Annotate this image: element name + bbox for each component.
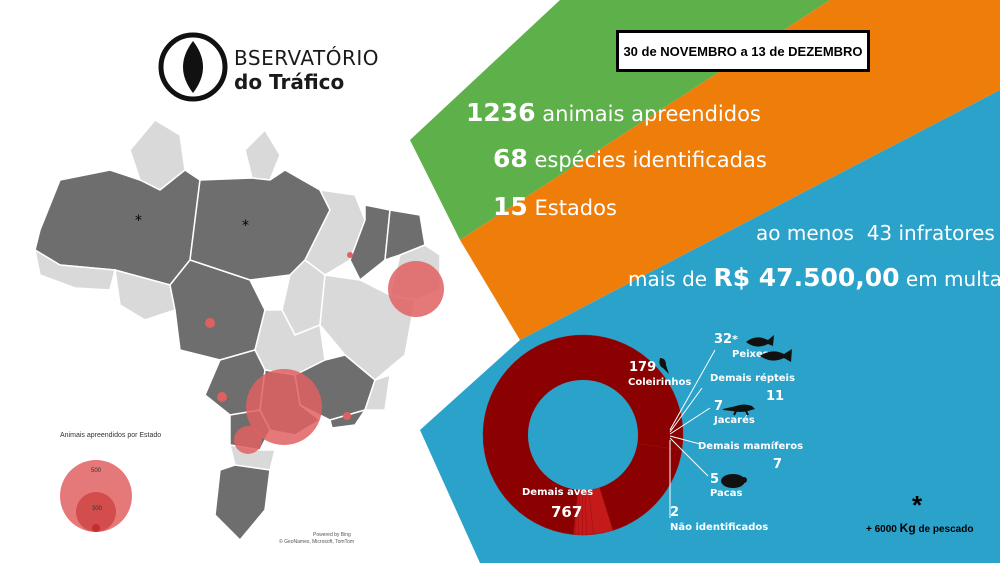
label-demais-aves: Demais aves <box>522 487 594 498</box>
bubble-ms <box>217 392 227 402</box>
state-acre <box>33 248 116 291</box>
leader-peixes <box>669 349 716 431</box>
state-amapa <box>244 128 281 181</box>
footnote-prefix: + 6000 <box>866 524 897 535</box>
stat-states: 15 Estados <box>493 192 617 221</box>
leader-mamiferos <box>669 435 701 445</box>
stat-offenders-text: infratores <box>898 221 995 245</box>
label-nao-identificados: Não identificados <box>670 522 769 533</box>
eye-logo-icon <box>158 32 228 102</box>
period-box: 30 de NOVEMBRO a 13 de DEZEMBRO <box>616 30 870 72</box>
bubble-mato-grosso <box>205 318 215 328</box>
leader-repteis <box>669 387 703 433</box>
fish-marker-amazonas: * <box>135 213 142 229</box>
stat-animals-value: 1236 <box>466 98 536 127</box>
map-legend-bubbles: 500 300 <box>60 460 132 532</box>
legend-value-300: 300 <box>92 506 103 512</box>
legend-bubble-medium <box>76 492 116 532</box>
logo-subtitle: do Tráfico <box>234 70 345 94</box>
label-peixes: Peixes <box>732 349 769 360</box>
stat-offenders-value: 43 <box>866 221 893 245</box>
leader-jacares <box>669 407 711 435</box>
brazil-map: * * <box>33 119 444 542</box>
bubble-piaui <box>347 252 353 258</box>
state-espirito-santo <box>363 373 391 411</box>
map-credit-bing: Powered by Bing <box>313 532 351 538</box>
stat-states-text: Estados <box>534 196 617 220</box>
label-coleirinhos: Coleirinhos <box>628 377 692 388</box>
value-jacares: 7 <box>714 399 724 414</box>
bubble-sao-paulo <box>246 369 322 445</box>
value-peixes-mark: * <box>732 333 738 346</box>
value-pacas: 5 <box>710 472 720 487</box>
stat-fines: mais de R$ 47.500,00 em multas <box>628 263 1000 292</box>
fish-icon <box>746 335 792 362</box>
state-rio-grande-do-sul <box>214 464 271 542</box>
value-demais-repteis: 11 <box>766 389 785 404</box>
stat-species: 68 espécies identificadas <box>493 144 767 173</box>
value-peixes-number: 32 <box>714 332 733 347</box>
label-jacares: Jacarés <box>714 415 755 426</box>
donut-leader-lines <box>669 349 716 518</box>
map-legend-title: Animais apreendidos por Estado <box>60 432 162 439</box>
footnote-suffix: de pescado <box>918 524 974 535</box>
period-text: 30 de NOVEMBRO a 13 de DEZEMBRO <box>623 43 863 59</box>
donut-chart <box>482 334 684 536</box>
value-demais-aves: 767 <box>551 503 583 521</box>
state-rondonia <box>114 268 176 321</box>
bird-icon <box>659 358 669 374</box>
stat-fines-text: em multas <box>905 267 1000 291</box>
footnote-unit: Kg <box>899 521 916 535</box>
footnote-mark: * <box>912 490 923 520</box>
stat-offenders-prefix: ao menos <box>756 221 854 245</box>
footnote: + 6000 Kg de pescado <box>866 521 973 535</box>
bubble-rj <box>343 412 351 420</box>
value-demais-mamiferos: 7 <box>773 457 783 472</box>
logo-title: BSERVATÓRIO <box>234 46 380 70</box>
label-demais-mamiferos: Demais mamíferos <box>698 441 804 452</box>
bubble-northeast <box>388 261 444 317</box>
legend-bubble-small <box>92 524 100 532</box>
leader-pacas <box>669 437 709 477</box>
stat-states-value: 15 <box>493 192 528 221</box>
stat-fines-value: R$ 47.500,00 <box>713 263 900 292</box>
value-peixes: 32* <box>714 332 738 347</box>
stat-species-value: 68 <box>493 144 528 173</box>
donut-hole <box>528 380 638 490</box>
legend-value-500: 500 <box>91 468 102 474</box>
fish-marker-para: * <box>242 218 249 234</box>
paca-icon <box>721 474 747 488</box>
bubble-parana <box>234 426 262 454</box>
value-coleirinhos: 179 <box>629 360 657 375</box>
alligator-icon <box>723 404 755 416</box>
stat-fines-prefix: mais de <box>628 267 708 291</box>
stat-offenders: ao menos 43 infratores <box>756 221 995 245</box>
label-pacas: Pacas <box>710 488 743 499</box>
orange-band <box>460 0 1000 340</box>
label-demais-repteis: Demais répteis <box>710 373 795 384</box>
stat-animals-text: animais apreendidos <box>542 102 761 126</box>
stat-animals: 1236 animais apreendidos <box>466 98 761 127</box>
map-credit-sources: © GeoNames, Microsoft, TomTom <box>279 539 354 545</box>
stat-species-text: espécies identificadas <box>534 148 767 172</box>
value-nao-identificados: 2 <box>670 505 680 520</box>
